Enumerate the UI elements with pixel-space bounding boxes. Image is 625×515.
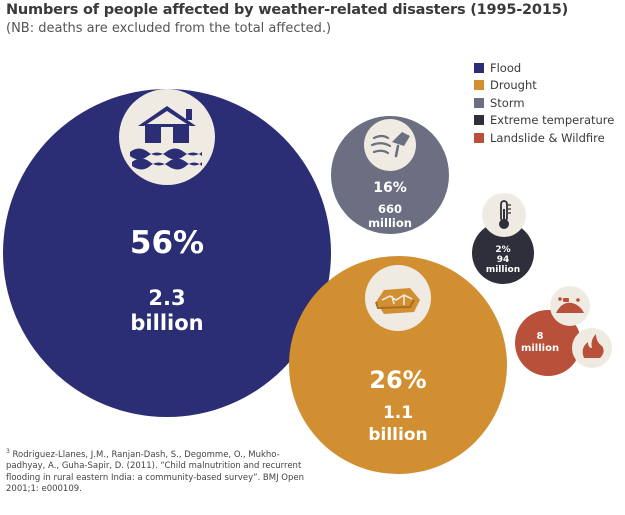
thermometer-icon — [499, 200, 511, 229]
flooded-house-icon — [130, 106, 202, 170]
bubble-drought-percent: 26% — [369, 366, 426, 394]
bubble-extreme-temperature: 2% 94 million — [472, 193, 534, 284]
bubble-landslide-wildfire-value: 8 — [537, 331, 544, 342]
chart-subtitle: (NB: deaths are excluded from the total … — [6, 21, 332, 36]
bubble-storm-unit: million — [368, 216, 412, 230]
bubble-flood-unit: billion — [130, 311, 203, 335]
footnote-marker: 3 — [6, 448, 10, 455]
legend-item-extreme-temperature: Extreme temperature — [474, 112, 614, 130]
legend-item-drought: Drought — [474, 77, 614, 95]
storm-wind-tree-icon — [370, 132, 410, 158]
legend-swatch-landslide-wildfire — [474, 132, 484, 143]
bubble-extreme-temperature-value: 94 — [497, 255, 510, 265]
fire-icon — [582, 334, 604, 358]
bubble-flood: 56% 2.3 billion — [3, 89, 331, 417]
bubble-flood-percent: 56% — [130, 225, 204, 261]
chart-title: Numbers of people affected by weather-re… — [6, 2, 569, 18]
bubble-storm-circle — [331, 116, 449, 234]
bubble-extreme-temperature-percent: 2% — [495, 245, 510, 255]
legend-swatch-flood — [474, 62, 484, 73]
bubble-drought-unit: billion — [368, 425, 427, 445]
bubble-flood-circle — [3, 89, 331, 417]
bubble-storm: 16% 660 million — [331, 116, 449, 234]
legend-swatch-storm — [474, 97, 484, 108]
legend-label-extreme-temperature: Extreme temperature — [490, 113, 615, 128]
footnote: 3 Rodriguez-Llanes, J.M., Ranjan-Dash, S… — [6, 446, 306, 496]
bubble-storm-value: 660 — [378, 202, 402, 216]
legend: Flood Drought Storm Extreme temperature … — [474, 59, 614, 147]
legend-swatch-drought — [474, 80, 484, 91]
bubble-drought-value: 1.1 — [383, 403, 413, 423]
footnote-text: Rodriguez-Llanes, J.M., Ranjan-Dash, S.,… — [6, 449, 304, 495]
bubble-extreme-temperature-circle — [472, 222, 534, 284]
legend-item-landslide-wildfire: Landslide & Wildfire — [474, 129, 614, 147]
legend-item-flood: Flood — [474, 59, 614, 77]
bubble-landslide-wildfire-circle — [515, 310, 581, 376]
landslide-icon — [556, 297, 584, 313]
bubble-drought-circle — [289, 256, 507, 474]
legend-swatch-extreme-temperature — [474, 115, 484, 126]
bubble-storm-percent: 16% — [373, 180, 407, 196]
bubble-landslide-wildfire: 8 million — [515, 286, 612, 376]
cracked-earth-icon — [375, 288, 420, 314]
bubble-flood-value: 2.3 — [148, 286, 185, 310]
bubble-drought: 26% 1.1 billion — [289, 256, 507, 474]
legend-item-storm: Storm — [474, 94, 614, 112]
legend-label-flood: Flood — [490, 60, 522, 75]
bubble-landslide-wildfire-unit: million — [521, 343, 559, 354]
legend-label-storm: Storm — [490, 95, 525, 110]
bubble-extreme-temperature-unit: million — [486, 265, 520, 275]
legend-label-drought: Drought — [490, 78, 537, 93]
legend-label-landslide-wildfire: Landslide & Wildfire — [490, 130, 605, 145]
